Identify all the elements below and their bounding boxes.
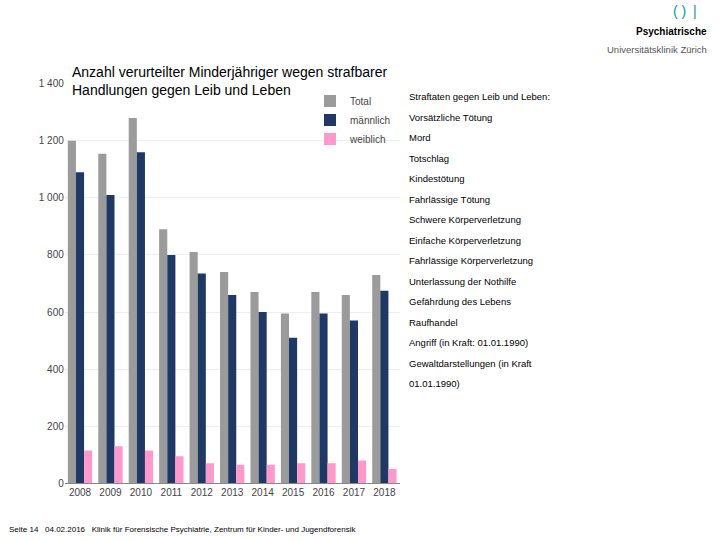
svg-text:2008: 2008 [69,487,92,498]
svg-text:Fahrlässige Tötung: Fahrlässige Tötung [409,194,490,205]
svg-text:Total: Total [350,96,371,107]
svg-text:800: 800 [47,249,64,260]
svg-text:Seite 14 04.02.2016 Klinik: Seite 14 04.02.2016 Klinik für Forensisc… [9,525,356,534]
svg-text:Anzahl verurteilter Minderjähr: Anzahl verurteilter Minderjähriger wegen… [72,64,387,98]
svg-text:Angriff (in Kraft: 01.01.1990): Angriff (in Kraft: 01.01.1990) [409,337,528,348]
svg-text:Gefährdung des Lebens: Gefährdung des Lebens [409,296,511,307]
svg-text:200: 200 [47,421,64,432]
svg-text:Kindestötung: Kindestötung [409,173,464,184]
svg-text:Universitätsklinik Zürich: Universitätsklinik Zürich [607,44,707,55]
svg-text:2010: 2010 [130,487,153,498]
svg-text:2015: 2015 [282,487,305,498]
svg-text:|: | [693,3,697,19]
svg-text:1 400: 1 400 [39,78,64,89]
svg-text:1 000: 1 000 [39,192,64,203]
svg-text:2011: 2011 [161,487,183,498]
svg-text:2014: 2014 [252,487,275,498]
svg-text:Schwere Körperverletzung: Schwere Körperverletzung [409,214,521,225]
svg-text:2018: 2018 [373,487,396,498]
svg-text:Mord: Mord [409,132,431,143]
svg-text:männlich: männlich [350,115,390,126]
svg-text:600: 600 [47,307,64,318]
svg-text:Raufhandel: Raufhandel [409,317,458,328]
svg-text:2016: 2016 [312,487,335,498]
svg-text:Totschlag: Totschlag [409,153,449,164]
svg-text:2017: 2017 [343,487,366,498]
svg-text:Vorsätzliche Tötung: Vorsätzliche Tötung [409,112,492,123]
svg-text:( ): ( ) [673,3,686,19]
svg-text:400: 400 [47,364,64,375]
svg-text:Gewaltdarstellungen (in Kraft: Gewaltdarstellungen (in Kraft [409,358,532,369]
svg-text:1 200: 1 200 [39,135,64,146]
svg-text:Fahrlässige Körperverletzung: Fahrlässige Körperverletzung [409,255,533,266]
svg-text:2012: 2012 [191,487,214,498]
svg-text:weiblich: weiblich [349,134,386,145]
svg-text:Straftaten gegen Leib und Lebe: Straftaten gegen Leib und Leben: [409,91,550,102]
svg-text:2013: 2013 [221,487,244,498]
svg-text:Psychiatrische: Psychiatrische [636,26,707,37]
svg-text:Unterlassung der Nothilfe: Unterlassung der Nothilfe [409,276,516,287]
svg-text:Einfache Körperverletzung: Einfache Körperverletzung [409,235,521,246]
svg-text:2009: 2009 [99,487,122,498]
svg-text:0: 0 [58,478,64,489]
svg-text:01.01.1990): 01.01.1990) [409,378,460,389]
